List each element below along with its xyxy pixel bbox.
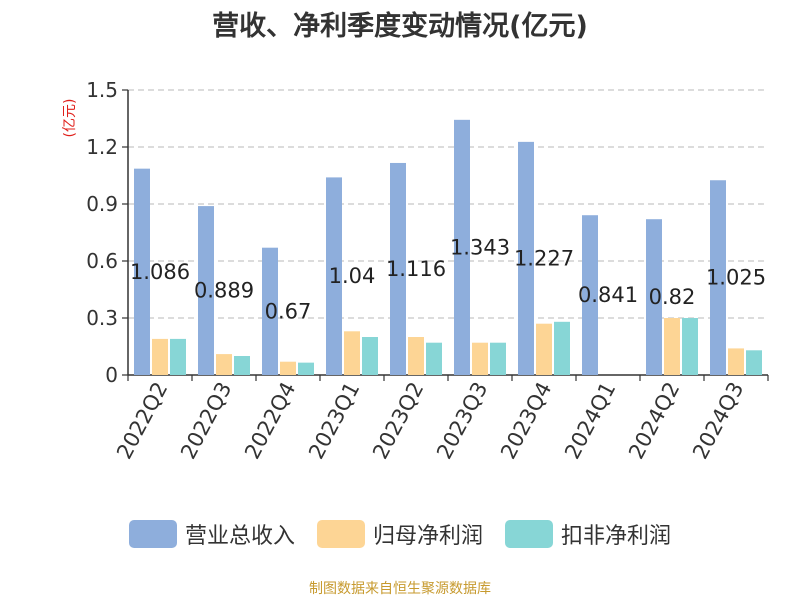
source-note: 制图数据来自恒生聚源数据库	[309, 581, 491, 597]
legend-item-3[interactable]: 扣非净利润	[505, 518, 671, 550]
bar-2	[728, 348, 744, 375]
bar-1	[646, 219, 662, 375]
data-label: 1.04	[329, 264, 376, 288]
x-tick-label: 2023Q2	[368, 378, 428, 463]
bar-1	[390, 162, 406, 375]
legend-item-2[interactable]: 归母净利润	[316, 518, 483, 550]
bar-1	[326, 177, 342, 375]
bar-2	[536, 323, 552, 375]
bar-3	[682, 318, 698, 375]
y-tick-label: 0.9	[86, 192, 118, 216]
bar-3	[362, 337, 378, 375]
bar-2	[280, 361, 296, 375]
bar-1	[518, 141, 534, 375]
bar-3	[234, 356, 250, 375]
bar-1	[262, 247, 278, 375]
y-tick-label: 0.6	[86, 249, 118, 273]
x-tick-label: 2024Q3	[688, 378, 748, 463]
data-label: 1.116	[386, 257, 446, 281]
bar-2	[472, 342, 488, 375]
y-tick-label: 1.5	[86, 78, 118, 102]
y-tick-label: 1.2	[86, 135, 118, 159]
y-tick-label: 0	[105, 363, 118, 387]
bar-3	[746, 350, 762, 375]
bar-1	[198, 206, 214, 375]
bar-3	[298, 362, 314, 375]
bar-2	[152, 338, 168, 375]
bar-3	[490, 342, 506, 375]
bar-1	[134, 168, 150, 375]
chart-title: 营收、净利季度变动情况(亿元)	[212, 11, 588, 42]
data-label: 1.227	[514, 246, 574, 270]
data-label: 1.343	[450, 235, 510, 259]
data-label: 1.086	[130, 260, 190, 284]
x-tick-label: 2022Q2	[112, 378, 172, 463]
x-tick-label: 2023Q1	[304, 378, 364, 463]
data-label: 0.889	[194, 279, 254, 303]
data-label: 0.82	[649, 285, 696, 309]
data-label: 1.025	[706, 266, 766, 290]
bar-2	[216, 354, 232, 375]
bar-1	[582, 215, 598, 375]
x-tick-label: 2022Q4	[240, 378, 300, 463]
legend-swatch	[505, 520, 553, 548]
legend-swatch	[316, 520, 365, 548]
legend-label: 营业总收入	[184, 524, 295, 549]
x-tick-label: 2023Q4	[496, 378, 556, 463]
legend: 营业总收入 归母净利润 扣非净利润	[0, 518, 800, 550]
bars	[134, 119, 762, 375]
bar-3	[170, 338, 186, 375]
x-tick-label: 2023Q3	[432, 378, 492, 463]
data-label: 0.841	[578, 283, 638, 307]
bar-1	[710, 180, 726, 375]
bar-1	[454, 119, 470, 375]
bar-2	[344, 331, 360, 375]
legend-swatch	[128, 520, 177, 548]
x-tick-label: 2022Q3	[176, 378, 236, 463]
data-label: 0.67	[265, 299, 312, 323]
bar-2	[664, 318, 680, 375]
legend-label: 扣非净利润	[561, 524, 672, 549]
bar-3	[554, 321, 570, 375]
y-tick-label: 0.3	[86, 306, 118, 330]
x-tick-label: 2024Q1	[560, 378, 620, 463]
bar-3	[426, 342, 442, 375]
y-axis-label: (亿元)	[62, 99, 78, 138]
legend-item-1[interactable]: 营业总收入	[128, 518, 295, 550]
bar-2	[408, 337, 424, 375]
x-tick-label: 2024Q2	[624, 378, 684, 463]
legend-label: 归母净利润	[372, 524, 483, 549]
